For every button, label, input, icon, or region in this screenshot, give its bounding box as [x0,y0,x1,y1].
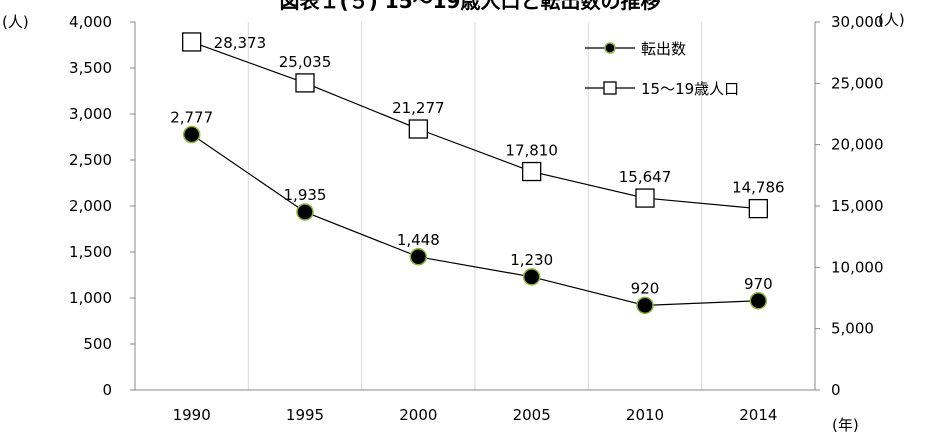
data-label: 1,935 [284,186,327,204]
y2-tick-label: 20,000 [831,136,884,154]
data-point [408,119,428,139]
data-point [182,125,201,144]
data-point [522,268,541,286]
legend-label: 転出数 [641,40,686,58]
y-tick-label: 2,500 [69,151,112,169]
data-point [182,32,202,52]
chart-title: 図表１(５) 15～19歳人口と転出数の推移 [280,0,661,13]
y-unit: (人) [2,13,29,31]
x-tick-label: 1995 [286,406,324,424]
data-point [295,73,315,93]
data-label: 1,448 [397,231,440,249]
legend-label: 15～19歳人口 [641,80,739,98]
data-label: 25,035 [279,53,332,71]
data-point [296,203,314,221]
data-point [749,292,768,310]
x-tick-label: 2014 [739,406,777,424]
y2-tick-label: 25,000 [831,74,884,92]
y-tick-label: 4,000 [69,13,112,31]
data-point [748,198,768,219]
data-label: 15,647 [619,168,672,186]
x-unit: (年) [832,416,859,434]
legend-marker [603,81,617,95]
data-point [636,296,654,315]
data-label: 17,810 [505,142,558,160]
data-label: 920 [631,279,660,297]
y2-tick-label: 5,000 [831,320,874,338]
x-tick-label: 2005 [513,406,551,424]
data-point [409,248,428,266]
data-point [522,161,542,182]
data-label: 14,786 [732,179,785,197]
data-label: 28,373 [214,34,267,52]
x-tick-label: 1990 [173,406,211,424]
y2-tick-label: 15,000 [831,197,884,215]
y-tick-label: 3,000 [69,105,112,123]
data-label: 2,777 [170,109,213,127]
data-label: 21,277 [392,99,445,117]
y2-tick-label: 0 [831,381,841,399]
y-tick-label: 1,000 [69,289,112,307]
y-tick-label: 0 [102,381,112,399]
legend-marker [604,42,616,54]
x-tick-label: 2000 [399,406,437,424]
data-point [635,188,655,208]
data-label: 1,230 [510,251,553,269]
y2-tick-label: 10,000 [831,258,884,276]
x-tick-label: 2010 [626,406,664,424]
y-tick-label: 500 [83,335,112,353]
y-tick-label: 3,500 [69,59,112,77]
y2-unit: (人) [878,11,905,29]
y2-tick-label: 30,000 [831,13,884,31]
y-tick-label: 1,500 [69,243,112,261]
series-line [191,41,759,210]
series-line [191,134,759,306]
data-label: 970 [744,275,773,293]
y-tick-label: 2,000 [69,197,112,215]
